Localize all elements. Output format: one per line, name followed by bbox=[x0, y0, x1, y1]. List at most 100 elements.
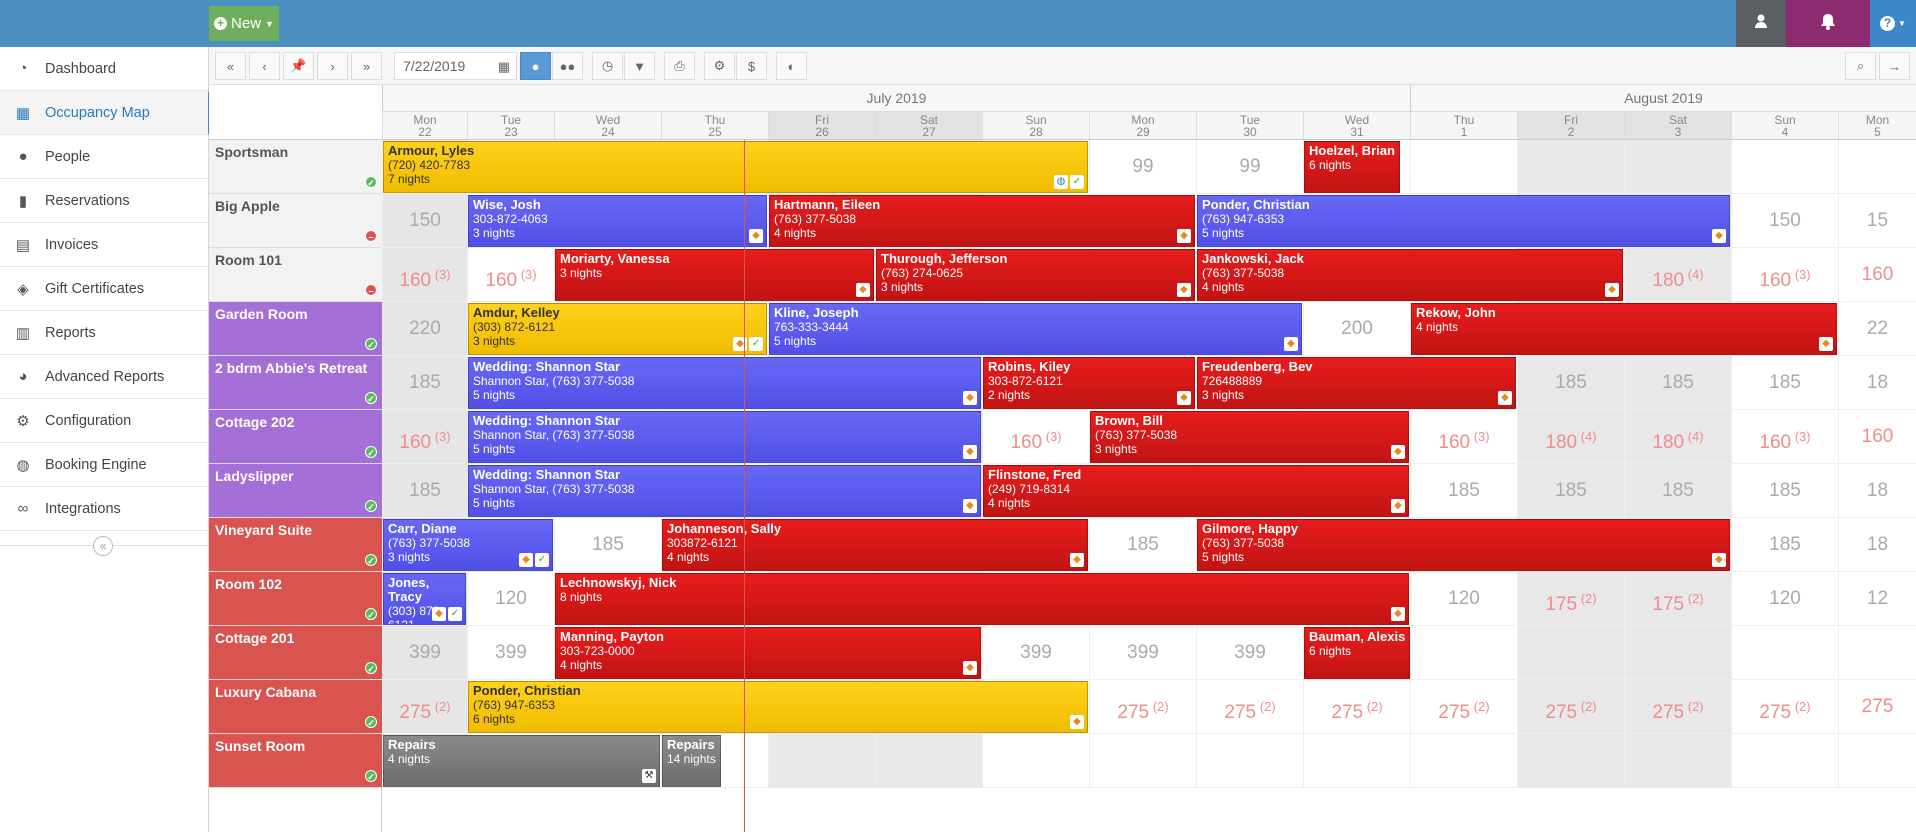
calendar-cell[interactable]: 275 bbox=[1838, 680, 1916, 734]
calendar-cell[interactable] bbox=[1089, 734, 1196, 788]
calendar-cell[interactable]: 185 bbox=[1517, 356, 1624, 410]
room-row-label[interactable]: Ladyslipper ✓ bbox=[209, 464, 382, 518]
calendar-cell[interactable]: 99 bbox=[1089, 140, 1196, 194]
room-row-label[interactable]: Sportsman ✓ bbox=[209, 140, 382, 194]
day-header[interactable]: Tue 30 bbox=[1196, 112, 1303, 140]
booking-block[interactable]: Kline, Joseph 763-333-3444 5 nights ◆ bbox=[769, 303, 1302, 355]
calendar-cell[interactable] bbox=[1410, 626, 1517, 680]
calendar-cell[interactable] bbox=[1517, 734, 1624, 788]
day-header[interactable]: Wed 31 bbox=[1303, 112, 1410, 140]
calendar-cell[interactable] bbox=[1089, 410, 1196, 464]
calendar-cell[interactable] bbox=[1410, 734, 1517, 788]
day-header[interactable]: Sun 28 bbox=[982, 112, 1089, 140]
booking-block[interactable]: Bauman, Alexis 6 nights bbox=[1304, 627, 1411, 679]
day-header[interactable]: Fri 2 bbox=[1517, 112, 1624, 140]
calendar-cell[interactable]: 150 bbox=[382, 194, 467, 248]
calendar-cell[interactable]: 399 bbox=[1196, 626, 1303, 680]
contrast-button[interactable]: ◐ bbox=[776, 52, 807, 80]
calendar-cell[interactable]: 275 (2) bbox=[1303, 680, 1410, 734]
booking-block[interactable]: Wise, Josh 303-872-4063 3 nights ◆ bbox=[468, 195, 767, 247]
room-row-label[interactable]: Room 101 – bbox=[209, 248, 382, 302]
calendar-cell[interactable] bbox=[1517, 140, 1624, 194]
booking-block[interactable]: Armour, Lyles (720) 420-7783 7 nights ◍ ✓ bbox=[383, 141, 1088, 193]
calendar-cell[interactable]: 275 (2) bbox=[1089, 680, 1196, 734]
calendar-cell[interactable] bbox=[1196, 194, 1303, 248]
previous-button[interactable]: ‹ bbox=[249, 52, 280, 80]
calendar-cell[interactable] bbox=[467, 356, 554, 410]
calendar-cell[interactable]: 399 bbox=[467, 626, 554, 680]
calendar-cell[interactable] bbox=[1303, 140, 1410, 194]
sidebar-item-configuration[interactable]: ⚙ Configuration bbox=[0, 399, 208, 443]
calendar-cell[interactable]: 275 (2) bbox=[382, 680, 467, 734]
calendar-cell[interactable]: 160 (3) bbox=[1731, 248, 1838, 302]
calendar-cell[interactable] bbox=[982, 734, 1089, 788]
calendar-cell[interactable]: 275 (2) bbox=[1410, 680, 1517, 734]
sidebar-item-booking-engine[interactable]: ◍ Booking Engine bbox=[0, 443, 208, 487]
calendar-cell[interactable]: 15 bbox=[1838, 194, 1916, 248]
booking-block[interactable]: Gilmore, Happy (763) 377-5038 5 nights ◆ bbox=[1197, 519, 1730, 571]
room-row-label[interactable]: Cottage 201 ✓ bbox=[209, 626, 382, 680]
booking-block[interactable]: Ponder, Christian (763) 947-6353 5 nights ◆ bbox=[1197, 195, 1730, 247]
calendar-cell[interactable]: 160 (3) bbox=[467, 248, 554, 302]
booking-block[interactable]: Hartmann, Eileen (763) 377-5038 4 nights ◆ bbox=[769, 195, 1195, 247]
booking-block[interactable]: Manning, Payton 303-723-0000 4 nights ◆ bbox=[555, 627, 981, 679]
calendar-cell[interactable]: 399 bbox=[982, 626, 1089, 680]
calendar-cell[interactable]: 185 bbox=[1731, 464, 1838, 518]
room-row-label[interactable]: Vineyard Suite ✓ bbox=[209, 518, 382, 572]
calendar-cell[interactable] bbox=[1731, 734, 1838, 788]
calendar-cell[interactable] bbox=[467, 410, 554, 464]
day-header[interactable]: Fri 26 bbox=[768, 112, 875, 140]
calendar-cell[interactable] bbox=[467, 464, 554, 518]
calendar-cell[interactable] bbox=[1838, 626, 1916, 680]
calendar-cell[interactable] bbox=[1303, 626, 1410, 680]
calendar-cell[interactable]: 120 bbox=[467, 572, 554, 626]
calendar-cell[interactable]: 185 bbox=[382, 464, 467, 518]
booking-block[interactable]: Repairs 4 nights ⚒ bbox=[383, 735, 660, 787]
calendar-cell[interactable] bbox=[554, 572, 661, 626]
calendar-cell[interactable]: 160 bbox=[1838, 248, 1916, 302]
calendar-cell[interactable]: 22 bbox=[1838, 302, 1916, 356]
calendar-cell[interactable]: 175 (2) bbox=[1624, 572, 1731, 626]
room-row-label[interactable]: Garden Room ✓ bbox=[209, 302, 382, 356]
calendar-cell[interactable]: 200 bbox=[1303, 302, 1410, 356]
sidebar-item-reservations[interactable]: ▮ Reservations bbox=[0, 179, 208, 223]
single-view-button[interactable]: ● bbox=[520, 52, 551, 80]
calendar-cell[interactable] bbox=[1196, 248, 1303, 302]
calendar-cell[interactable] bbox=[661, 734, 768, 788]
calendar-cell[interactable]: 18 bbox=[1838, 464, 1916, 518]
calendar-cell[interactable]: 150 bbox=[1731, 194, 1838, 248]
booking-block[interactable]: Repairs 14 nights bbox=[662, 735, 721, 787]
calendar-cell[interactable] bbox=[982, 464, 1089, 518]
sidebar-item-integrations[interactable]: ∞ Integrations bbox=[0, 487, 208, 531]
calendar-cell[interactable]: 185 bbox=[1731, 356, 1838, 410]
calendar-cell[interactable]: 175 (2) bbox=[1517, 572, 1624, 626]
new-button[interactable]: + New ▼ bbox=[209, 6, 279, 41]
jump-forward-button[interactable]: » bbox=[351, 52, 382, 80]
filter-button[interactable]: ▼ bbox=[624, 52, 655, 80]
calendar-cell[interactable] bbox=[467, 302, 554, 356]
calendar-cell[interactable] bbox=[467, 194, 554, 248]
calendar-cell[interactable]: 275 (2) bbox=[1517, 680, 1624, 734]
calendar-cell[interactable]: 399 bbox=[1089, 626, 1196, 680]
calendar-cell[interactable]: 12 bbox=[1838, 572, 1916, 626]
booking-block[interactable]: Rekow, John 4 nights ◆ bbox=[1411, 303, 1837, 355]
history-button[interactable]: ◷ bbox=[592, 52, 623, 80]
calendar-cell[interactable]: 185 bbox=[1089, 518, 1196, 572]
calendar-cell[interactable]: 99 bbox=[1196, 140, 1303, 194]
room-row-label[interactable]: Sunset Room ✓ bbox=[209, 734, 382, 788]
today-button[interactable]: 📌 bbox=[283, 52, 314, 80]
sidebar-item-occupancy-map[interactable]: ▦ Occupancy Map bbox=[0, 91, 221, 135]
room-row-label[interactable]: Big Apple – bbox=[209, 194, 382, 248]
booking-block[interactable]: Ponder, Christian (763) 947-6353 6 nights ◆ bbox=[468, 681, 1088, 733]
calendar-cell[interactable]: 185 bbox=[1731, 518, 1838, 572]
room-row-label[interactable]: 2 bdrm Abbie's Retreat ✓ bbox=[209, 356, 382, 410]
calendar-cell[interactable] bbox=[768, 734, 875, 788]
day-header[interactable]: Thu 1 bbox=[1410, 112, 1517, 140]
calendar-icon[interactable]: ▦ bbox=[497, 59, 510, 74]
room-row-label[interactable]: Cottage 202 ✓ bbox=[209, 410, 382, 464]
calendar-cell[interactable]: 185 bbox=[1624, 464, 1731, 518]
calendar-cell[interactable]: 160 (3) bbox=[382, 248, 467, 302]
next-button[interactable]: › bbox=[317, 52, 348, 80]
booking-block[interactable]: Flinstone, Fred (249) 719-8314 4 nights ◆ bbox=[983, 465, 1409, 517]
